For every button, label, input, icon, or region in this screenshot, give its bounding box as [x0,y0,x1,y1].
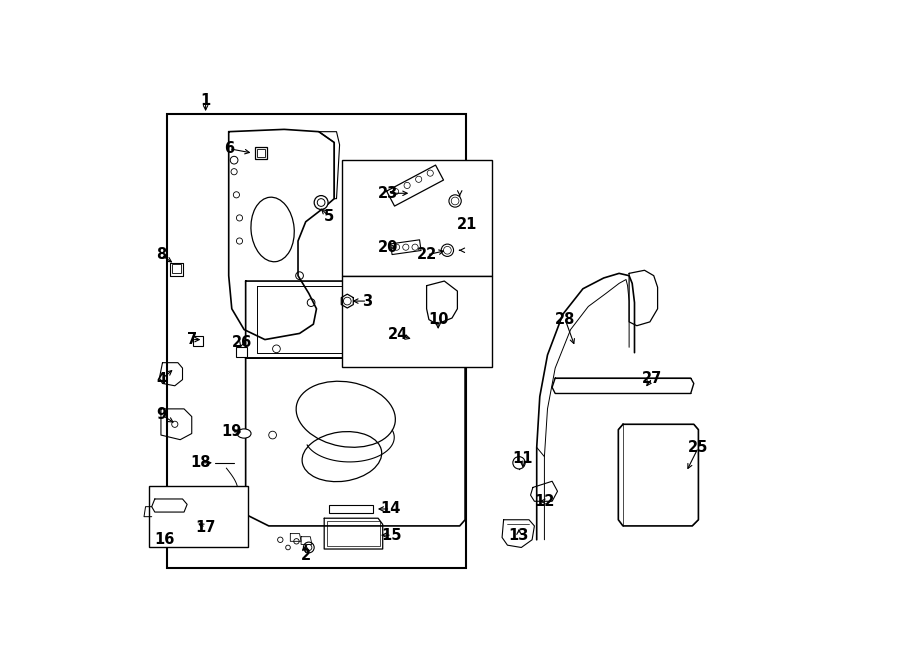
Bar [342,276,492,367]
Text: 12: 12 [535,494,554,509]
Text: 10: 10 [428,312,448,327]
Bar [255,147,267,159]
Ellipse shape [238,429,251,438]
Text: 20: 20 [378,240,399,254]
Bar [194,336,203,346]
Text: 22: 22 [417,247,436,262]
Text: 28: 28 [555,312,575,327]
Bar [149,486,248,547]
Text: 21: 21 [457,217,478,231]
Text: 18: 18 [191,455,211,470]
Text: 11: 11 [513,451,533,465]
Bar [167,114,466,568]
Text: 4: 4 [156,372,166,387]
Bar [342,160,492,276]
Text: 14: 14 [380,502,400,516]
Text: 9: 9 [156,407,166,422]
Text: 19: 19 [221,424,242,440]
Text: 13: 13 [508,527,529,543]
Text: 15: 15 [382,527,402,543]
Text: 6: 6 [223,141,234,156]
Bar [237,347,248,356]
Text: 3: 3 [362,293,373,309]
Text: 17: 17 [195,520,216,535]
Text: 2: 2 [301,548,310,563]
Text: 5: 5 [324,209,334,224]
Circle shape [441,244,454,256]
Circle shape [449,195,462,207]
Text: 16: 16 [155,532,175,547]
Circle shape [303,542,314,553]
Bar [328,505,374,513]
Circle shape [513,457,526,469]
Text: 8: 8 [156,247,166,262]
Circle shape [314,196,328,210]
Text: 25: 25 [688,440,708,455]
Text: 7: 7 [186,332,197,347]
Text: 26: 26 [231,335,252,350]
Text: 23: 23 [378,186,398,201]
Text: 27: 27 [642,371,662,385]
Bar [328,522,380,546]
Bar [257,149,265,157]
Text: 1: 1 [201,93,211,108]
Bar [172,264,181,274]
Text: 24: 24 [388,327,409,342]
